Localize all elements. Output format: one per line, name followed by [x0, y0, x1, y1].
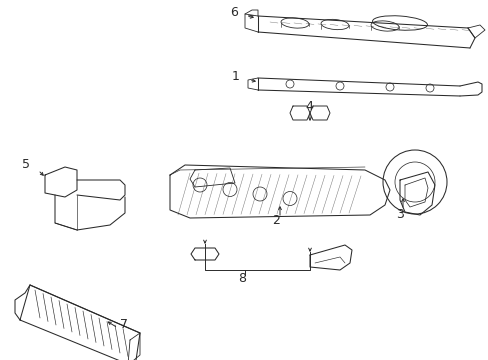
Text: 6: 6 [229, 6, 237, 19]
Text: 3: 3 [395, 208, 403, 221]
Text: 5: 5 [22, 158, 30, 171]
Text: 4: 4 [305, 100, 312, 113]
Text: 2: 2 [271, 215, 279, 228]
Text: 8: 8 [238, 271, 245, 284]
Text: 7: 7 [120, 318, 128, 330]
Text: 1: 1 [231, 71, 240, 84]
